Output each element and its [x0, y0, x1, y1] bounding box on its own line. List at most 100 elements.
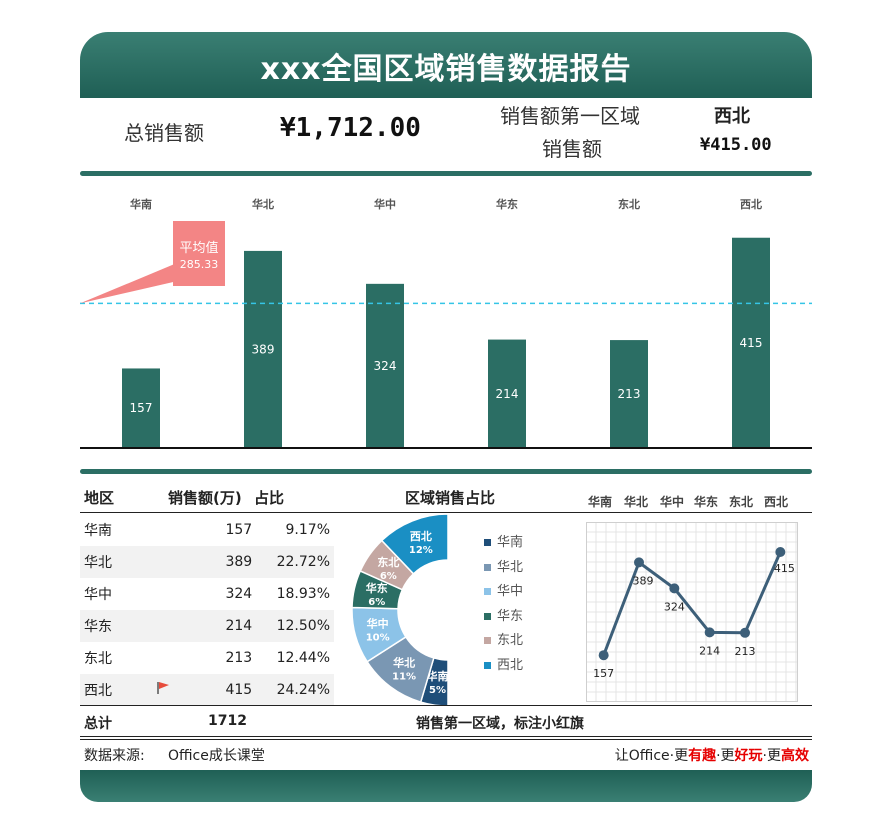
page-title: xxx全国区域销售数据报告 — [260, 52, 632, 87]
bar-value-label: 324 — [374, 359, 397, 373]
bar-category-label: 华中 — [374, 197, 396, 211]
legend-item: 华东 — [484, 605, 523, 630]
donut-title: 区域销售占比 — [405, 489, 496, 507]
top-sales-value: ¥415.00 — [700, 135, 772, 155]
legend-item: 华中 — [484, 580, 523, 605]
bar-category-label: 东北 — [618, 197, 640, 211]
cell-sales: 324 — [225, 586, 253, 602]
total-sales-value: ¥1,712.00 — [280, 113, 421, 143]
line-header-item: 华东 — [694, 495, 719, 509]
donut-slice-name: 华南 — [427, 669, 449, 683]
cell-sales: 213 — [225, 650, 253, 666]
table-row: 华南 157 9.17% — [80, 514, 334, 546]
bar-chart: 华南 157 华北 389 华中 324 华东 214 东北 213 西北 415 — [80, 197, 812, 449]
donut-slice-percent: 11% — [392, 671, 416, 682]
legend-swatch — [484, 661, 491, 669]
source-label: 数据来源: — [84, 748, 145, 764]
bar-category-label: 华东 — [496, 197, 518, 211]
cell-region: 西北 — [84, 683, 112, 699]
donut-slice-percent: 6% — [368, 597, 385, 608]
bar — [610, 340, 648, 448]
line-point-label: 157 — [593, 667, 614, 680]
top-sales-label: 销售额 — [542, 137, 602, 161]
line-chart: 157 389 324 214 213 415 — [586, 522, 798, 702]
cell-sales: 389 — [225, 554, 253, 570]
cell-pct: 24.24% — [276, 682, 330, 698]
line-point-label: 415 — [774, 562, 795, 575]
cell-sales: 415 — [225, 682, 253, 698]
table-row: 华东 214 12.50% — [80, 610, 334, 642]
slogan-word-2: 好玩 — [734, 748, 763, 764]
donut-legend: 华南 华北 华中 华东 东北 西北 — [484, 531, 523, 678]
line-point-label: 324 — [664, 600, 685, 613]
flag-cell — [154, 674, 226, 706]
line-point — [669, 583, 680, 594]
slogan-word-1: 有趣 — [688, 748, 717, 764]
bar — [488, 339, 526, 448]
cell-sales: 157 — [225, 522, 253, 538]
table-total-rule-top — [80, 705, 812, 706]
total-label: 总计 — [84, 716, 112, 732]
donut-slice-percent: 12% — [409, 545, 433, 556]
cell-sales: 214 — [225, 618, 253, 634]
bar-value-label: 157 — [130, 401, 153, 415]
table-header-rule — [80, 512, 812, 513]
donut-slice-percent: 10% — [366, 633, 390, 644]
donut-note: 销售第一区域，标注小红旗 — [416, 716, 584, 732]
legend-swatch — [484, 563, 491, 571]
bar — [122, 368, 160, 448]
legend-swatch — [484, 637, 491, 644]
line-header-item: 华北 — [624, 495, 649, 509]
donut-slice-name: 华东 — [366, 581, 388, 595]
line-series — [602, 551, 782, 656]
col-header-pct: 占比 — [254, 489, 285, 507]
footer-band — [80, 770, 812, 802]
line-point — [775, 547, 786, 557]
bar — [732, 237, 770, 448]
legend-item: 东北 — [484, 629, 523, 654]
table-total-rule-bottom — [80, 736, 812, 737]
bar-value-label: 214 — [496, 387, 519, 401]
donut-slice-percent: 5% — [429, 685, 446, 696]
donut-slice-name: 华北 — [393, 655, 415, 669]
average-callout-pointer — [80, 263, 176, 304]
cell-region: 华北 — [84, 555, 112, 571]
average-label: 平均值 — [179, 241, 219, 256]
table-row: 华北 389 22.72% — [80, 546, 334, 578]
line-point-label: 389 — [633, 574, 654, 587]
slogan-prefix: 让Office·更 — [614, 748, 689, 764]
bar — [366, 283, 404, 448]
header-banner — [80, 32, 812, 98]
line-point — [740, 627, 750, 638]
legend-label: 西北 — [497, 657, 524, 673]
donut-slice-name: 西北 — [410, 529, 432, 543]
line-point — [634, 557, 644, 568]
section-divider-mid — [80, 469, 812, 474]
table-row: 华中 324 18.93% — [80, 578, 334, 610]
table-row: 东北 213 12.44% — [80, 642, 334, 674]
average-value: 285.33 — [179, 258, 219, 271]
donut-slice-name: 华中 — [367, 617, 389, 631]
total-value: 1712 — [208, 713, 247, 729]
total-sales-label: 总销售额 — [124, 121, 204, 145]
legend-label: 华北 — [497, 559, 524, 575]
table-row: 西北 415 24.24% — [80, 674, 334, 706]
table-total-rule-bottom2 — [80, 739, 812, 740]
legend-swatch — [484, 612, 491, 620]
slogan-word-3: 高效 — [781, 748, 809, 764]
line-header-item: 华南 — [588, 495, 613, 509]
cell-region: 东北 — [84, 651, 112, 667]
sales-table: 华南 157 9.17% 华北 389 22.72% 华中 324 18.93%… — [80, 514, 334, 706]
red-flag-icon — [156, 682, 169, 694]
legend-label: 东北 — [497, 633, 524, 648]
bar-category-label: 华南 — [130, 197, 152, 211]
legend-swatch — [484, 539, 491, 546]
bar — [244, 250, 282, 448]
line-header-item: 东北 — [729, 495, 754, 509]
section-divider-top — [80, 171, 812, 176]
cell-pct: 12.50% — [276, 618, 330, 634]
line-chart-frame — [586, 522, 798, 702]
top-region-value: 西北 — [714, 106, 750, 127]
top-region-label: 销售额第一区域 — [500, 104, 640, 128]
